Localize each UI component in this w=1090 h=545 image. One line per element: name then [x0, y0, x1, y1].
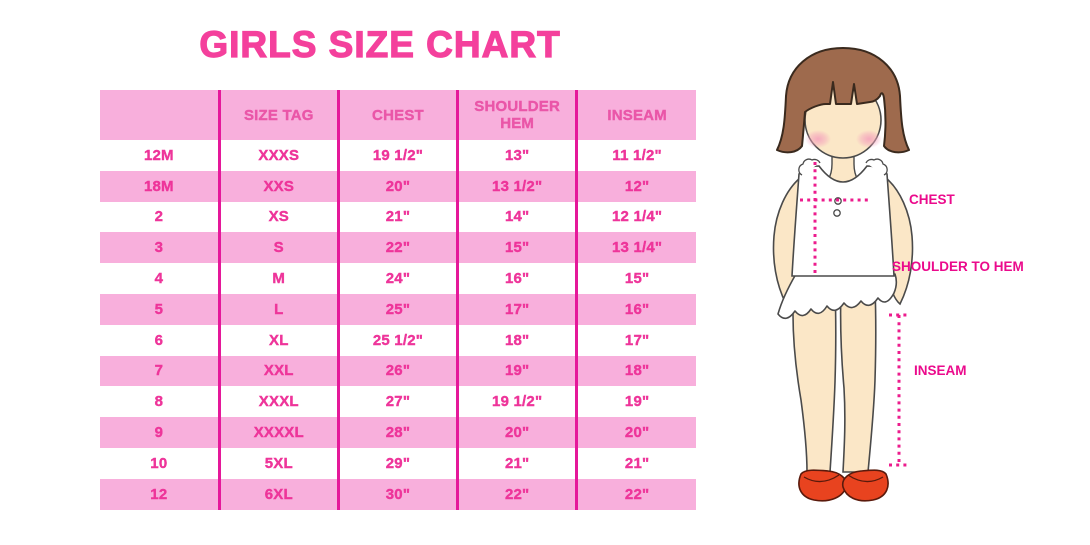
cell-shoulder-hem: 20": [456, 417, 577, 448]
col-header-size: [100, 90, 220, 140]
left-shoe-strap: [803, 474, 840, 483]
cell-size-tag: XL: [217, 324, 339, 356]
cell-size-tag: L: [217, 293, 339, 325]
col-header-size-tag: SIZE TAG: [217, 90, 339, 140]
cell-size: 3: [100, 232, 220, 264]
col-header-shoulder-hem: SHOULDER HEM: [456, 90, 577, 140]
table-row: 18M XXS 20" 13 1/2" 12": [100, 170, 696, 202]
table-row: 8 XXXL 27" 19 1/2" 19": [100, 386, 696, 418]
page-title: GIRLS SIZE CHART: [199, 23, 561, 65]
cell-size: 10: [100, 447, 220, 479]
col-header-inseam: INSEAM: [575, 90, 696, 140]
cell-shoulder-hem: 13": [456, 140, 577, 171]
cell-size: 12: [100, 478, 220, 510]
cell-size-tag: XXXL: [217, 386, 339, 418]
cell-size: 7: [100, 355, 220, 387]
top-bodice: [791, 165, 895, 277]
cell-size-tag: XXL: [217, 355, 339, 387]
cell-chest: 19 1/2": [336, 140, 458, 171]
chest-label: CHEST: [909, 192, 956, 207]
hair: [776, 47, 910, 154]
cell-inseam: 15": [575, 263, 696, 294]
cell-shoulder-hem: 19": [456, 355, 577, 387]
inseam-label: INSEAM: [914, 363, 967, 378]
girl-measurement-diagram: CHEST SHOULDER TO HEM INSEAM: [772, 47, 1024, 502]
cell-shoulder-hem: 15": [456, 232, 577, 264]
table-row: 2 XS 21" 14" 12 1/4": [100, 201, 696, 233]
table-row: 10 5XL 29" 21" 21": [100, 447, 696, 479]
cell-shoulder-hem: 21": [456, 447, 577, 479]
cell-inseam: 17": [575, 324, 696, 356]
top-button: [833, 209, 841, 217]
cell-chest: 27": [336, 386, 458, 418]
cell-shoulder-hem: 18": [456, 324, 577, 356]
cell-size-tag: XS: [217, 201, 339, 233]
shoulder-to-hem-label: SHOULDER TO HEM: [892, 259, 1024, 274]
cell-shoulder-hem: 17": [456, 293, 577, 325]
blush-left: [805, 130, 831, 148]
cell-inseam: 21": [575, 447, 696, 479]
cell-chest: 24": [336, 263, 458, 294]
cell-chest: 25 1/2": [336, 324, 458, 356]
table-row: 5 L 25" 17" 16": [100, 293, 696, 325]
right-shoe: [841, 469, 889, 502]
cell-size-tag: M: [217, 263, 339, 294]
cell-chest: 20": [336, 170, 458, 202]
cell-shoulder-hem: 19 1/2": [456, 386, 577, 418]
cell-chest: 29": [336, 447, 458, 479]
cell-size: 12M: [100, 140, 220, 171]
cell-chest: 21": [336, 201, 458, 233]
cell-size-tag: 6XL: [217, 478, 339, 510]
cell-chest: 28": [336, 417, 458, 448]
right-shoe-strap: [847, 474, 884, 483]
cell-size-tag: 5XL: [217, 447, 339, 479]
cell-size-tag: S: [217, 232, 339, 264]
table-row: 3 S 22" 15" 13 1/4": [100, 232, 696, 264]
cell-size-tag: XXXXL: [217, 417, 339, 448]
table-row: 9 XXXXL 28" 20" 20": [100, 417, 696, 448]
cell-inseam: 13 1/4": [575, 232, 696, 264]
right-leg: [839, 287, 877, 473]
girls-size-table: SIZE TAG CHEST SHOULDER HEM INSEAM 12M X…: [100, 90, 696, 510]
cell-inseam: 20": [575, 417, 696, 448]
skirt: [777, 273, 898, 320]
table-header: SIZE TAG CHEST SHOULDER HEM INSEAM: [100, 90, 696, 140]
cell-shoulder-hem: 13 1/2": [456, 170, 577, 202]
cell-size: 9: [100, 417, 220, 448]
col-header-chest: CHEST: [336, 90, 458, 140]
cell-chest: 25": [336, 293, 458, 325]
cell-size: 8: [100, 386, 220, 418]
table-row: 12M XXXS 19 1/2" 13" 11 1/2": [100, 140, 696, 171]
cell-inseam: 19": [575, 386, 696, 418]
table-body: 12M XXXS 19 1/2" 13" 11 1/2" 18M XXS 20"…: [100, 140, 696, 510]
cell-size: 2: [100, 201, 220, 233]
cell-inseam: 12 1/4": [575, 201, 696, 233]
table-row: 6 XL 25 1/2" 18" 17": [100, 324, 696, 356]
cell-chest: 30": [336, 478, 458, 510]
cell-size: 6: [100, 324, 220, 356]
table-row: 4 M 24" 16" 15": [100, 263, 696, 294]
cell-size-tag: XXS: [217, 170, 339, 202]
cell-size: 18M: [100, 170, 220, 202]
cell-inseam: 16": [575, 293, 696, 325]
cell-inseam: 12": [575, 170, 696, 202]
table-row: 7 XXL 26" 19" 18": [100, 355, 696, 387]
cell-inseam: 18": [575, 355, 696, 387]
cell-size-tag: XXXS: [217, 140, 339, 171]
table-row: 12 6XL 30" 22" 22": [100, 478, 696, 510]
cell-inseam: 11 1/2": [575, 140, 696, 171]
header-row: SIZE TAG CHEST SHOULDER HEM INSEAM: [100, 90, 696, 140]
cell-size: 5: [100, 293, 220, 325]
right-shoulder-ruffle: [865, 158, 888, 176]
cell-size: 4: [100, 263, 220, 294]
left-shoe: [798, 469, 848, 502]
cell-shoulder-hem: 14": [456, 201, 577, 233]
cell-shoulder-hem: 16": [456, 263, 577, 294]
cell-chest: 22": [336, 232, 458, 264]
cell-chest: 26": [336, 355, 458, 387]
cell-shoulder-hem: 22": [456, 478, 577, 510]
blush-right: [856, 130, 882, 148]
cell-inseam: 22": [575, 478, 696, 510]
